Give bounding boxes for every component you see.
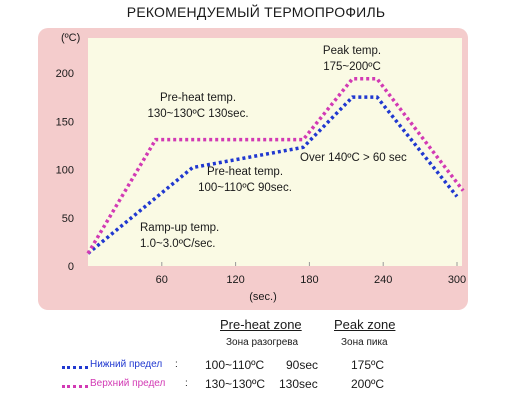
x-tick-label: 60: [156, 274, 168, 286]
annotation-preheat-lower-1: Pre-heat temp.: [207, 166, 283, 178]
preheat-zone-heading: Pre-heat zone: [220, 317, 302, 332]
peak-zone-heading: Peak zone: [334, 317, 396, 332]
plot-area: [88, 38, 462, 266]
annotation-peak-2: 175~200ºC: [323, 61, 381, 73]
annotation-preheat-upper-1: Pre-heat temp.: [160, 92, 236, 104]
lower-limit-legend-label: Нижний предел: [90, 359, 163, 370]
y-unit-label: (ºC): [61, 32, 80, 44]
upper-limit-colon: :: [185, 378, 188, 389]
upper-peak-value: 200ºC: [351, 377, 385, 391]
chart-title: РЕКОМЕНДУЕМЫЙ ТЕРМОПРОФИЛЬ: [126, 4, 386, 20]
x-axis-label: (sec.): [249, 291, 277, 303]
annotation-ramp-1: Ramp-up temp.: [140, 222, 219, 234]
x-tick-label: 180: [300, 274, 318, 286]
annotation-peak-1: Peak temp.: [323, 45, 381, 57]
lower-limit-legend-line: [62, 366, 88, 369]
y-tick-label: 0: [68, 261, 74, 273]
annotation-preheat-upper-2: 130~130ºC 130sec.: [147, 108, 248, 120]
upper-time-value: 130sec: [279, 377, 318, 391]
y-tick-label: 200: [56, 68, 74, 80]
series-line-lower: [86, 95, 459, 255]
annotation-over-140: Over 140ºC > 60 sec: [300, 152, 407, 164]
annotation-preheat-lower-2: 100~110ºC 90sec.: [198, 182, 292, 194]
y-tick-label: 100: [56, 165, 74, 177]
x-tick-label: 120: [226, 274, 244, 286]
y-tick-label: 150: [56, 116, 74, 128]
x-tick-label: 300: [448, 274, 466, 286]
lower-peak-value: 175ºC: [351, 358, 385, 372]
lower-preheat-value: 100~110ºC: [205, 358, 265, 372]
x-tick-label: 240: [374, 274, 392, 286]
peak-zone-ru: Зона пика: [341, 337, 388, 348]
upper-limit-legend-label: Верхний предел: [90, 378, 166, 389]
series-line-upper: [86, 77, 465, 255]
upper-preheat-value: 130~130ºC: [205, 377, 266, 391]
preheat-zone-ru: Зона разогрева: [226, 337, 299, 348]
annotation-ramp-2: 1.0~3.0ºC/sec.: [140, 238, 215, 250]
lower-time-value: 90sec: [286, 358, 319, 372]
lower-limit-colon: :: [175, 359, 178, 370]
upper-limit-legend-line: [62, 385, 88, 388]
y-tick-label: 50: [62, 213, 74, 225]
